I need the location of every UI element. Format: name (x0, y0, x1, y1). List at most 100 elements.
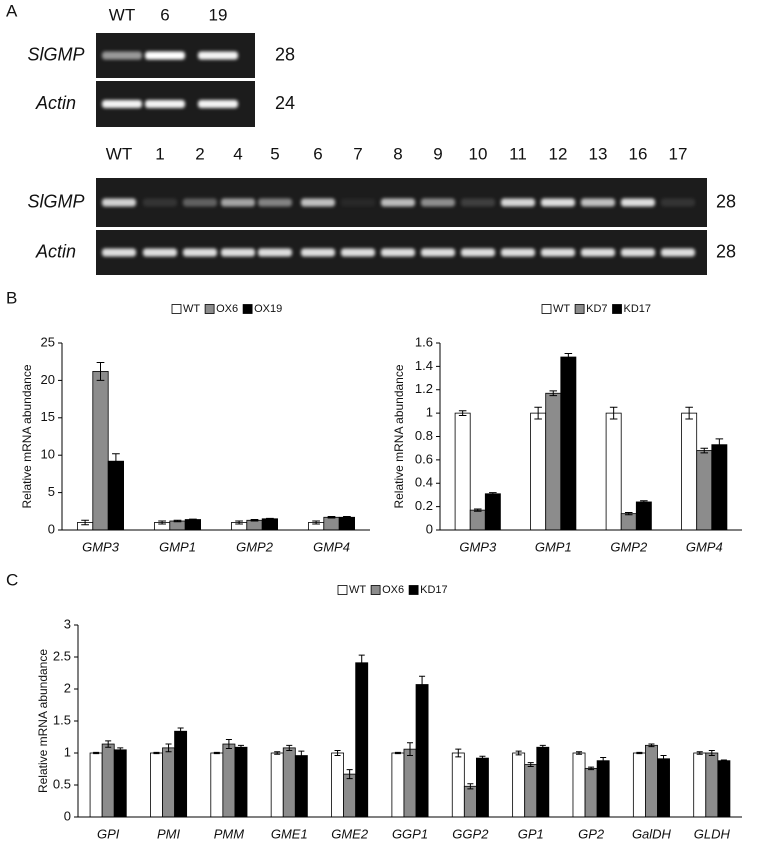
lane-label: 6 (160, 5, 169, 24)
error-bar (112, 453, 120, 470)
x-tick-label: GGP2 (452, 826, 489, 841)
x-tick-label: GMP3 (459, 539, 497, 554)
error-bar (564, 353, 573, 362)
bar (560, 356, 577, 531)
gel-band (421, 198, 455, 207)
error-bar (96, 361, 105, 381)
legend-swatch (204, 304, 215, 314)
x-tick-label: GMP1 (159, 539, 196, 554)
bar (584, 767, 598, 818)
error-bar (685, 406, 693, 420)
bar (113, 749, 127, 818)
gel-band (541, 198, 575, 207)
bar (343, 773, 357, 818)
gel-band (661, 248, 695, 257)
gel-band (145, 100, 185, 108)
error-bar (213, 751, 220, 755)
bar (545, 392, 562, 531)
legend-label: KD17 (624, 303, 652, 315)
gel-band (183, 198, 217, 207)
bar (635, 501, 652, 531)
error-bar (298, 750, 305, 761)
bar (475, 757, 489, 818)
error-bar (588, 766, 595, 771)
lane-label: 6 (313, 144, 322, 163)
lane-label: 12 (549, 144, 568, 163)
y-tick-label: 5 (48, 484, 55, 499)
legend-label: KD7 (586, 303, 607, 315)
bar (596, 760, 610, 818)
bar (711, 444, 728, 531)
gel-band (381, 248, 415, 257)
legend-swatch (408, 585, 419, 595)
legend-swatch (337, 585, 348, 595)
legend-label: WT (183, 303, 200, 315)
bar (693, 752, 707, 818)
bar (469, 509, 486, 531)
x-tick-label: GP1 (518, 826, 544, 841)
y-tick-label: 0.2 (415, 498, 433, 513)
gel-band (102, 198, 136, 207)
error-bar (237, 744, 244, 750)
y-tick-label: 0 (426, 521, 433, 536)
legend-swatch (370, 585, 381, 595)
y-tick-label: 0.8 (415, 428, 433, 443)
error-bar (286, 744, 293, 751)
error-bar (489, 492, 497, 496)
bar (184, 519, 201, 531)
y-tick-label: 3 (64, 616, 71, 631)
error-bar (660, 755, 667, 763)
bar (210, 752, 224, 818)
lane-label: WT (109, 5, 135, 24)
bar (331, 752, 345, 818)
gel-band (341, 198, 375, 207)
gel-band (198, 100, 238, 108)
error-bar (235, 520, 243, 525)
error-bar (394, 751, 401, 755)
bar (717, 760, 731, 818)
error-bar (534, 406, 542, 420)
legend-swatch (574, 304, 585, 314)
error-bar (720, 759, 727, 762)
y-tick-label: 1.4 (415, 358, 433, 373)
error-bar (327, 516, 336, 519)
x-tick-label: GME2 (331, 826, 369, 841)
gel-band (143, 198, 177, 207)
bar (150, 752, 163, 818)
error-bar (358, 654, 365, 671)
error-bar (609, 406, 618, 420)
lane-label: 13 (589, 144, 608, 163)
gel-band (198, 51, 238, 60)
legend-label: OX19 (254, 303, 282, 315)
bar (222, 743, 236, 818)
x-tick-label: GLDH (694, 826, 731, 841)
error-bar (153, 751, 160, 755)
bar (415, 684, 429, 818)
gel-band (221, 198, 255, 207)
y-axis-label: Relative mRNA abundance (20, 364, 34, 508)
gel-band (661, 198, 695, 207)
gel-band (461, 248, 495, 257)
error-bar (312, 520, 320, 525)
y-axis-label: Relative mRNA abundance (36, 649, 50, 793)
error-bar (640, 500, 648, 504)
bar (463, 785, 477, 818)
gel-band (421, 248, 455, 257)
lane-label: 11 (509, 144, 527, 163)
bar (391, 752, 405, 818)
lane-label: 19 (209, 5, 228, 24)
gel-band (102, 248, 136, 257)
x-tick-label: GMP2 (236, 539, 274, 554)
y-tick-label: 0 (48, 521, 55, 536)
error-bar (479, 755, 486, 761)
y-tick-label: 0.4 (415, 475, 433, 490)
bar (572, 752, 586, 818)
error-bar (515, 750, 522, 756)
bar (107, 460, 124, 531)
gel-band (581, 248, 615, 257)
bar (270, 752, 284, 818)
bar (403, 748, 417, 818)
pcr-cycles: 28 (716, 241, 736, 261)
gel-band (258, 248, 292, 257)
y-axis-label: Relative mRNA abundance (392, 364, 406, 508)
